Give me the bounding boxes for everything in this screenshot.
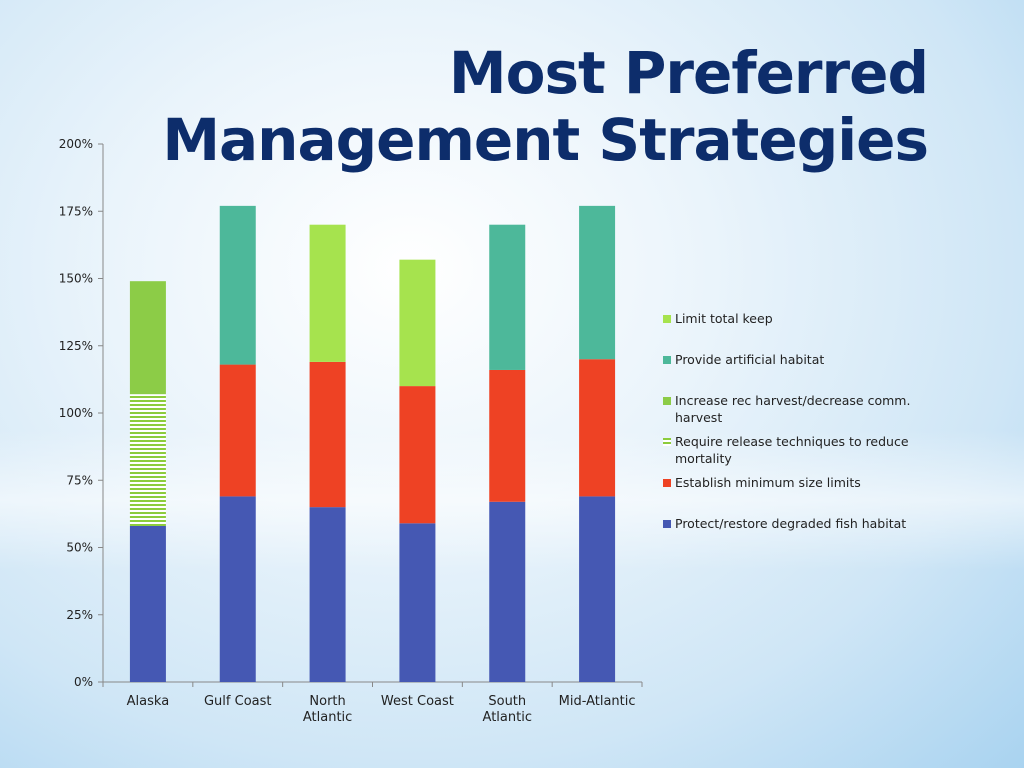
- bar-segment: [489, 369, 526, 502]
- bar-segment: [309, 361, 346, 508]
- x-category-label: Gulf Coast: [204, 694, 272, 709]
- legend-swatch: [663, 479, 671, 487]
- y-tick-label: 75%: [66, 473, 93, 487]
- bar-segment: [219, 205, 256, 365]
- y-tick-label: 125%: [59, 339, 93, 353]
- x-category-label: West Coast: [381, 694, 454, 709]
- bar-segment: [489, 224, 526, 370]
- bar-segment: [579, 205, 616, 360]
- bar-segment: [129, 281, 166, 395]
- chart-title: Most Preferred Management Strategies: [162, 39, 929, 175]
- bar-segment: [129, 394, 166, 526]
- legend-item: Limit total keep: [663, 310, 943, 327]
- chart-title-line-2: Management Strategies: [162, 106, 929, 175]
- legend-item: Increase rec harvest/decrease comm. harv…: [663, 392, 943, 426]
- bar-segment: [309, 224, 346, 362]
- y-tick-label: 50%: [66, 541, 93, 555]
- bar-segment: [399, 523, 436, 682]
- chart-axes: [98, 143, 643, 687]
- x-category-label: North Atlantic: [303, 694, 352, 725]
- bar-segment: [489, 501, 526, 682]
- y-tick-label: 100%: [59, 406, 93, 420]
- y-tick-label: 25%: [66, 608, 93, 622]
- legend-label: Establish minimum size limits: [675, 475, 861, 490]
- y-tick-label: 150%: [59, 272, 93, 286]
- legend-label: Increase rec harvest/decrease comm. harv…: [675, 393, 911, 425]
- legend-item: Establish minimum size limits: [663, 474, 943, 491]
- legend-swatch: [663, 356, 671, 364]
- legend-item: Require release techniques to reduce mor…: [663, 433, 943, 467]
- legend-label: Provide artificial habitat: [675, 352, 825, 367]
- chart-title-line-1: Most Preferred: [448, 39, 929, 107]
- x-category-label: Mid-Atlantic: [559, 694, 636, 709]
- y-tick-label: 200%: [59, 137, 93, 151]
- bar-segment: [219, 496, 256, 682]
- x-category-label: Alaska: [127, 694, 170, 709]
- y-tick-label: 175%: [59, 204, 93, 218]
- legend-swatch: [663, 397, 671, 405]
- chart-labels: 0% 25% 50% 75% 100% 125% 150% 175% 200% Alaska Gul…: [59, 137, 636, 725]
- legend-label: Limit total keep: [675, 311, 773, 326]
- bar-segment: [579, 496, 616, 682]
- x-category-label: South Atlantic: [483, 694, 532, 725]
- legend-swatch: [663, 438, 671, 446]
- bar-segment: [309, 507, 346, 682]
- bar-segment: [579, 359, 616, 497]
- legend-item: Protect/restore degraded fish habitat: [663, 515, 943, 532]
- bar-segment: [219, 364, 256, 497]
- bar-segment: [129, 525, 166, 682]
- chart-bars: [129, 205, 616, 682]
- legend-item: Provide artificial habitat: [663, 351, 943, 368]
- legend-label: Protect/restore degraded fish habitat: [675, 516, 907, 531]
- bar-segment: [399, 386, 436, 524]
- legend-swatch: [663, 520, 671, 528]
- bar-segment: [399, 259, 436, 387]
- legend-label: Require release techniques to reduce mor…: [675, 434, 909, 466]
- y-tick-label: 0%: [74, 675, 93, 689]
- legend-swatch: [663, 315, 671, 323]
